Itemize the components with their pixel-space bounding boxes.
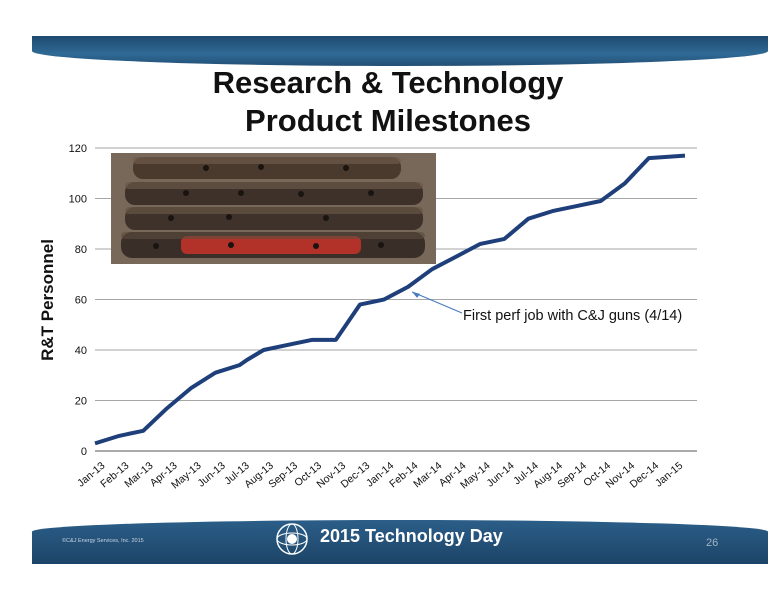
annotation-text: First perf job with C&J guns (4/14) xyxy=(463,308,682,324)
y-tick-label: 80 xyxy=(75,244,87,256)
annotation-arrowhead xyxy=(412,291,421,298)
x-tick-label: Jun-14 xyxy=(484,460,516,490)
pipes-image xyxy=(111,153,436,264)
y-tick-labels: 0 20 40 60 80 100 120 xyxy=(69,143,87,458)
y-tick-label: 120 xyxy=(69,143,87,155)
copyright-text: ©C&J Energy Services, Inc. 2015 xyxy=(62,538,144,544)
y-tick-label: 20 xyxy=(75,396,87,408)
footer-title: 2015 Technology Day xyxy=(320,526,503,546)
annotation-group: First perf job with C&J guns (4/14) xyxy=(411,291,682,324)
title-line-1: Research & Technology xyxy=(212,65,564,100)
page-number: 26 xyxy=(706,537,719,549)
y-axis-label: R&T Personnel xyxy=(38,239,57,361)
x-tick-labels: Jan-13Feb-13Mar-13Apr-13May-13Jun-13Jul-… xyxy=(75,460,685,492)
series-line-rt-personnel xyxy=(94,153,686,446)
y-tick-label: 0 xyxy=(81,446,87,458)
slide-title: Research & Technology Product Milestones xyxy=(0,64,776,140)
footer-band xyxy=(32,520,768,564)
y-tick-label: 40 xyxy=(75,345,87,357)
perforating-gun-photo xyxy=(111,153,436,264)
title-line-2: Product Milestones xyxy=(245,103,531,138)
y-tick-label: 100 xyxy=(69,194,87,206)
x-tick-label: Jun-13 xyxy=(195,460,227,490)
cj-logo-icon xyxy=(276,523,308,555)
header-band xyxy=(32,36,768,66)
y-tick-label: 60 xyxy=(75,295,87,307)
x-tick-label: Jan-15 xyxy=(653,460,685,490)
annotation-arrow xyxy=(411,291,463,314)
